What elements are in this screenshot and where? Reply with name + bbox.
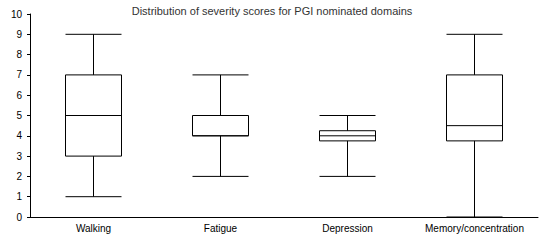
svg-text:0: 0 bbox=[16, 212, 22, 223]
svg-text:8: 8 bbox=[16, 49, 22, 60]
svg-text:9: 9 bbox=[16, 29, 22, 40]
svg-text:Distribution of severity score: Distribution of severity scores for PGI … bbox=[132, 5, 413, 17]
svg-text:4: 4 bbox=[16, 130, 22, 141]
svg-text:Walking: Walking bbox=[76, 223, 111, 234]
svg-text:7: 7 bbox=[16, 69, 22, 80]
svg-text:Fatigue: Fatigue bbox=[204, 223, 238, 234]
svg-text:Memory/concentration: Memory/concentration bbox=[425, 223, 524, 234]
svg-text:2: 2 bbox=[16, 171, 22, 182]
svg-text:6: 6 bbox=[16, 90, 22, 101]
svg-text:Depression: Depression bbox=[322, 223, 373, 234]
svg-text:5: 5 bbox=[16, 110, 22, 121]
svg-text:10: 10 bbox=[11, 9, 23, 20]
svg-text:3: 3 bbox=[16, 151, 22, 162]
svg-text:1: 1 bbox=[16, 191, 22, 202]
